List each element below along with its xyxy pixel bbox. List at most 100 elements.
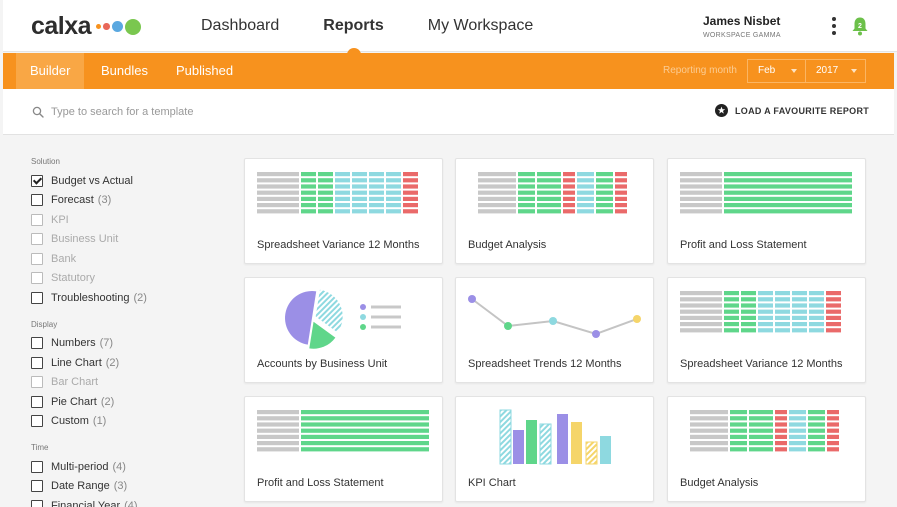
filter-option-forecast[interactable]: Forecast (3) xyxy=(31,191,231,211)
filter-option-multi-period[interactable]: Multi-period (4) xyxy=(31,457,231,477)
pnl-thumbnail xyxy=(257,410,429,452)
reporting-month-label: Reporting month xyxy=(663,65,737,76)
checkbox[interactable] xyxy=(31,337,43,350)
filter-option-count: (2) xyxy=(105,356,120,369)
template-card-title: Budget Analysis xyxy=(680,477,759,489)
template-card-title: Spreadsheet Variance 12 Months xyxy=(680,358,843,370)
budget-thumbnail xyxy=(478,172,627,214)
template-card[interactable]: Spreadsheet Variance 12 Months xyxy=(244,158,443,264)
tab-published[interactable]: Published xyxy=(176,63,234,78)
template-card-title: Spreadsheet Variance 12 Months xyxy=(257,239,420,251)
chevron-down-icon xyxy=(791,69,797,73)
filter-group-time: Time Multi-period (4) Date Range (3) Financia… xyxy=(31,443,231,507)
tab-bundles[interactable]: Bundles xyxy=(101,63,148,78)
template-card[interactable]: Spreadsheet Variance 12 Months xyxy=(667,277,866,383)
template-card-title: Budget Analysis xyxy=(468,239,547,251)
checkbox[interactable] xyxy=(31,415,43,428)
load-favourite-report-button[interactable]: LOAD A FAVOURITE REPORT xyxy=(715,104,869,117)
year-value: 2017 xyxy=(816,65,839,76)
load-favourite-label: LOAD A FAVOURITE REPORT xyxy=(735,105,870,116)
filter-option-label: Custom xyxy=(51,415,89,428)
filter-option-budget-vs-actual[interactable]: Budget vs Actual xyxy=(31,171,231,191)
template-search-bar: LOAD A FAVOURITE REPORT xyxy=(3,89,894,135)
filter-group-title: Time xyxy=(31,443,49,452)
main-nav: Dashboard Reports My Workspace xyxy=(201,17,577,62)
trend-thumbnail xyxy=(468,295,641,338)
pnl-thumbnail xyxy=(680,172,852,214)
filter-option-kpi: KPI xyxy=(31,210,231,230)
filter-option-label: Bar Chart xyxy=(51,376,99,389)
filter-option-count: (3) xyxy=(97,194,112,207)
checkbox xyxy=(31,272,43,285)
template-card[interactable]: Budget Analysis xyxy=(455,158,654,264)
filter-option-bank: Bank xyxy=(31,249,231,269)
checkbox[interactable] xyxy=(31,460,43,473)
user-info[interactable]: James Nisbet WORKSPACE GAMMA xyxy=(703,14,781,39)
checkbox[interactable] xyxy=(31,499,43,507)
month-select[interactable]: Feb xyxy=(747,59,806,83)
pie-thumbnail xyxy=(285,289,401,349)
nav-my-workspace[interactable]: My Workspace xyxy=(427,17,534,34)
filter-option-numbers[interactable]: Numbers (7) xyxy=(31,334,231,354)
filter-option-financial-year[interactable]: Financial Year (4) xyxy=(31,496,231,507)
template-search-input[interactable] xyxy=(51,102,611,122)
checkbox[interactable] xyxy=(31,356,43,369)
logo-dot xyxy=(96,24,102,29)
logo-dots xyxy=(96,18,143,35)
tab-builder[interactable]: Builder xyxy=(16,53,85,89)
filter-option-line-chart[interactable]: Line Chart (2) xyxy=(31,353,231,373)
filter-option-count: (7) xyxy=(99,337,114,350)
template-card[interactable]: Budget Analysis xyxy=(667,396,866,502)
checkbox[interactable] xyxy=(31,291,43,304)
template-card[interactable]: Spreadsheet Trends 12 Months xyxy=(455,277,654,383)
checkbox[interactable] xyxy=(31,395,43,408)
checkbox[interactable] xyxy=(31,194,43,207)
template-card-title: Spreadsheet Trends 12 Months xyxy=(468,358,622,370)
checkbox xyxy=(31,252,43,265)
logo-dot xyxy=(103,23,110,30)
checkbox xyxy=(31,213,43,226)
calxa-logo[interactable]: calxa xyxy=(31,12,143,41)
template-card-title: Profit and Loss Statement xyxy=(680,239,807,251)
filter-group-display: Display Numbers (7) Line Chart (2) Bar Chart P… xyxy=(31,320,231,432)
notification-bell-icon[interactable]: 2 xyxy=(851,16,869,36)
more-menu-icon[interactable] xyxy=(831,17,837,35)
chevron-down-icon xyxy=(851,69,857,73)
filter-option-business-unit: Business Unit xyxy=(31,230,231,250)
template-card-title: KPI Chart xyxy=(468,477,516,489)
star-icon xyxy=(715,104,728,117)
filter-option-pie-chart[interactable]: Pie Chart (2) xyxy=(31,392,231,412)
filter-option-date-range[interactable]: Date Range (3) xyxy=(31,477,231,497)
filter-sidebar: Solution Budget vs Actual Forecast (3) KPI Bu… xyxy=(31,157,231,507)
filter-option-label: KPI xyxy=(51,213,69,226)
top-bar: calxa Dashboard Reports My Workspace James… xyxy=(3,0,897,62)
search-icon xyxy=(32,106,44,118)
filter-option-count: (2) xyxy=(133,291,147,304)
variance-thumbnail xyxy=(680,291,841,333)
filter-option-custom[interactable]: Custom (1) xyxy=(31,412,231,432)
filter-group-title: Display xyxy=(31,319,58,329)
filter-option-label: Line Chart xyxy=(51,356,102,369)
template-card[interactable]: Profit and Loss Statement xyxy=(244,396,443,502)
filter-option-label: Date Range xyxy=(51,480,110,493)
filter-option-troubleshooting[interactable]: Troubleshooting (2) xyxy=(31,288,231,308)
filter-option-count: (1) xyxy=(92,415,107,428)
filter-option-label: Multi-period xyxy=(51,460,109,473)
filter-option-statutory: Statutory xyxy=(31,269,231,289)
variance-thumbnail xyxy=(257,172,418,214)
template-card[interactable]: Profit and Loss Statement xyxy=(667,158,866,264)
nav-reports[interactable]: Reports xyxy=(323,17,384,62)
template-card[interactable]: Accounts by Business Unit xyxy=(244,277,443,383)
year-select[interactable]: 2017 xyxy=(805,59,866,83)
filter-option-label: Pie Chart xyxy=(51,395,97,408)
template-card[interactable]: KPI Chart xyxy=(455,396,654,502)
checkbox[interactable] xyxy=(31,174,43,187)
filter-option-label: Statutory xyxy=(51,272,96,285)
nav-dashboard[interactable]: Dashboard xyxy=(201,17,280,34)
checkbox[interactable] xyxy=(31,480,43,493)
filter-option-label: Bank xyxy=(51,252,77,265)
month-value: Feb xyxy=(758,65,776,76)
logo-text: calxa xyxy=(31,12,92,40)
filter-group-title: Solution xyxy=(31,157,60,166)
logo-dot xyxy=(124,18,141,35)
